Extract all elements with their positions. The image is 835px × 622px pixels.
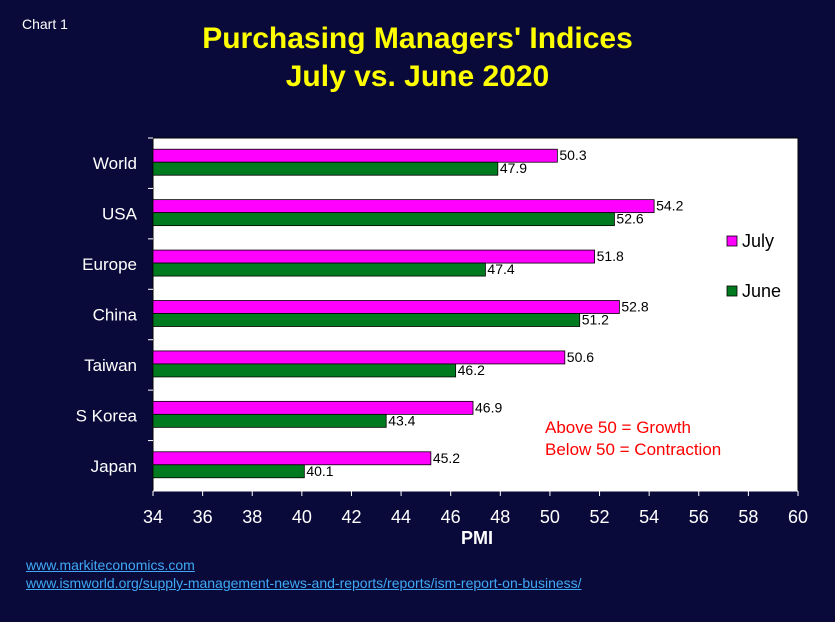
data-label: 46.2: [458, 362, 485, 378]
source-link-markit[interactable]: www.markiteconomics.com: [26, 557, 195, 573]
x-axis-title: PMI: [461, 528, 493, 548]
bar-july: [152, 300, 620, 314]
x-tick-label: 60: [788, 507, 808, 527]
x-tick-label: 46: [441, 507, 461, 527]
bar-july: [152, 249, 595, 264]
data-label: 43.4: [388, 412, 415, 428]
bar-june: [152, 413, 387, 428]
bar-june: [152, 262, 486, 277]
x-tick-label: 56: [689, 507, 709, 527]
x-tick-label: 36: [193, 507, 213, 527]
x-tick-label: 48: [490, 507, 510, 527]
annotation-text: Above 50 = Growth: [545, 418, 691, 437]
category-label: Europe: [82, 255, 137, 274]
x-tick-label: 50: [540, 507, 560, 527]
chart-title: Purchasing Managers' Indices July vs. Ju…: [0, 20, 835, 96]
data-label: 46.9: [475, 399, 502, 415]
chart-title-line-1: Purchasing Managers' Indices: [202, 22, 633, 55]
bar-june: [152, 363, 457, 378]
bar-july: [152, 400, 474, 415]
category-label: USA: [102, 205, 138, 224]
category-label: Japan: [91, 457, 137, 476]
data-label: 52.6: [616, 211, 643, 227]
x-tick-label: 58: [738, 507, 758, 527]
data-label: 51.8: [597, 248, 624, 264]
annotation-text: Below 50 = Contraction: [545, 440, 721, 459]
data-label: 45.2: [433, 450, 460, 466]
x-tick-label: 42: [341, 507, 361, 527]
bar-july: [152, 148, 558, 163]
x-tick-label: 44: [391, 507, 411, 527]
legend-swatch-june: [726, 285, 738, 297]
category-label: World: [93, 154, 137, 173]
data-label: 40.1: [306, 463, 333, 479]
bar-june: [152, 313, 581, 327]
data-label: 51.2: [582, 312, 609, 328]
bar-june: [152, 464, 305, 479]
data-label: 54.2: [656, 198, 683, 214]
data-label: 52.8: [621, 299, 648, 315]
x-tick-label: 52: [590, 507, 610, 527]
data-label: 50.6: [567, 349, 594, 365]
bar-june: [152, 161, 499, 176]
legend-label-june: June: [742, 281, 781, 301]
data-label: 50.3: [559, 147, 586, 163]
chart-number-label: Chart 1: [22, 16, 68, 32]
data-label: 47.9: [500, 160, 527, 176]
category-label: China: [93, 306, 138, 325]
source-link-ism[interactable]: www.ismworld.org/supply-management-news-…: [26, 575, 582, 591]
bar-july: [152, 451, 432, 466]
bar-june: [152, 212, 615, 227]
x-tick-label: 34: [143, 507, 163, 527]
legend-label-july: July: [742, 231, 774, 251]
x-tick-label: 54: [639, 507, 659, 527]
category-label: Taiwan: [84, 356, 137, 375]
x-tick-label: 38: [242, 507, 262, 527]
bar-july: [152, 350, 566, 365]
bar-july: [152, 199, 655, 214]
data-label: 47.4: [487, 261, 514, 277]
chart-title-line-2: July vs. June 2020: [285, 60, 550, 93]
legend-swatch-july: [726, 235, 738, 247]
source-links: www.markiteconomics.com www.ismworld.org…: [26, 556, 582, 592]
x-tick-label: 40: [292, 507, 312, 527]
category-label: S Korea: [76, 406, 138, 425]
